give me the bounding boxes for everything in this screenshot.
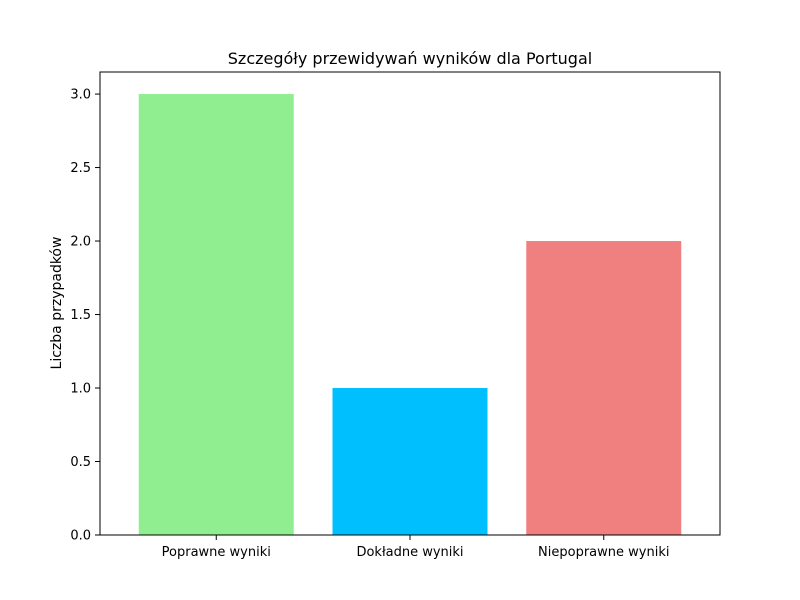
y-tick-label: 3.0 — [70, 88, 91, 103]
x-tick-label: Poprawne wyniki — [162, 545, 271, 560]
y-tick-label: 0.5 — [70, 455, 91, 470]
y-tick-label: 2.0 — [70, 235, 91, 250]
y-tick-label: 1.0 — [70, 382, 91, 397]
bar-3 — [526, 241, 682, 536]
x-tick-label: Niepoprawne wyniki — [538, 545, 669, 560]
x-tick-label: Dokładne wyniki — [356, 545, 463, 560]
bar-2 — [332, 388, 488, 535]
chart-title: Szczegóły przewidywań wyników dla Portug… — [228, 49, 592, 68]
y-axis-title: Liczba przypadków — [49, 237, 65, 370]
y-tick-label: 1.5 — [70, 308, 91, 323]
bars-layer — [138, 94, 682, 536]
bar-1 — [138, 94, 294, 536]
ticks-layer: Poprawne wyniki Dokładne wyniki Niepoprawn… — [70, 88, 669, 560]
y-tick-label: 2.5 — [70, 161, 91, 176]
y-tick-label: 0.0 — [70, 529, 91, 544]
